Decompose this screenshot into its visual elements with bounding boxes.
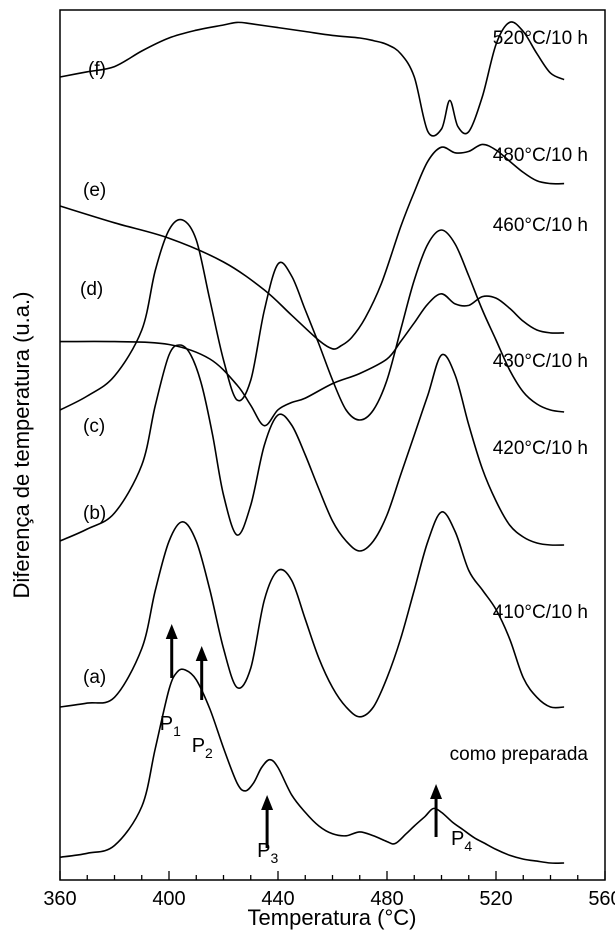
x-tick-label-400: 400 <box>152 888 185 910</box>
series-line-3 <box>59 218 565 421</box>
peak-label-4: P4 <box>451 828 472 854</box>
series-line-4 <box>59 293 565 427</box>
series-line-0 <box>59 668 565 864</box>
peak-arrow-head-1 <box>165 624 178 639</box>
series-letter-3: (c) <box>83 416 105 437</box>
peak-label-2: P2 <box>192 735 213 761</box>
series-letter-4: (d) <box>80 279 103 300</box>
series-treatment-1: 410°C/10 h <box>493 602 588 623</box>
curves <box>59 21 565 864</box>
x-tick-label-440: 440 <box>261 888 294 910</box>
peak-arrow-head-2 <box>195 646 208 661</box>
peak-label-1: P1 <box>160 713 181 739</box>
series-letter-6: (f) <box>88 59 106 80</box>
x-tick-label-560: 560 <box>588 888 615 910</box>
series-treatment-2: 420°C/10 h <box>493 438 588 459</box>
y-axis-label: Diferença de temperatura (u.a.) <box>9 292 34 599</box>
x-axis-label: Temperatura (°C) <box>248 905 417 930</box>
series-letter-2: (b) <box>83 503 106 524</box>
peak-arrow-head-3 <box>261 795 274 810</box>
series-treatment-3: 430°C/10 h <box>493 351 588 372</box>
series-treatment-4: 460°C/10 h <box>493 215 588 236</box>
series-treatment-0: como preparada <box>450 744 589 765</box>
series-labels: como preparada (a) 410°C/10 h (b) 420°C/10 h… <box>80 28 588 765</box>
x-tick-label-360: 360 <box>43 888 76 910</box>
series-line-6 <box>59 21 565 137</box>
x-tick-label-520: 520 <box>479 888 512 910</box>
series-treatment-5: 480°C/10 h <box>493 145 588 166</box>
x-tick-label-480: 480 <box>370 888 403 910</box>
peak-arrow-head-4 <box>430 784 443 799</box>
series-line-1 <box>59 511 565 718</box>
series-line-2 <box>59 344 565 552</box>
x-ticks: 360 400 440 480 520 560 <box>43 871 615 910</box>
series-line-5 <box>59 143 565 350</box>
peak-annotations: P1 P2 P3 P4 <box>160 624 472 866</box>
series-letter-5: (e) <box>83 180 106 201</box>
peak-label-3: P3 <box>257 840 278 866</box>
series-treatment-6: 520°C/10 h <box>493 28 588 49</box>
series-letter-1: (a) <box>83 667 106 688</box>
